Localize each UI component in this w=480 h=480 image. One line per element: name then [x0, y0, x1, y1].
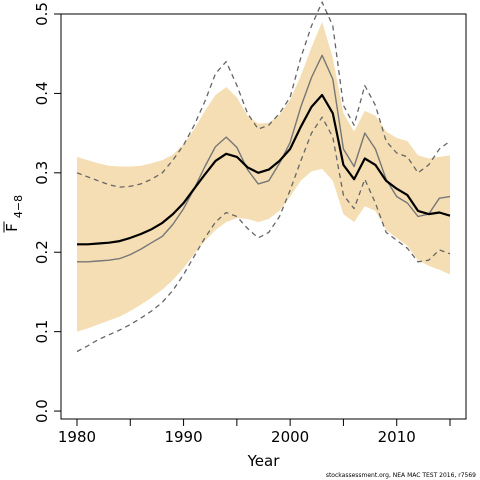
y-tick-label: 0.1 [33, 320, 51, 344]
y-axis-title-main: F [3, 223, 21, 232]
y-axis-title: F 4−8 [3, 195, 25, 233]
footer-credit: stockassessment.org, NEA MAC TEST 2016, … [326, 472, 476, 479]
y-tick-label: 0.3 [33, 161, 51, 185]
y-tick-label: 0.0 [33, 399, 51, 423]
x-tick-label: 1980 [58, 428, 96, 446]
y-tick-label: 0.4 [33, 81, 51, 105]
x-axis-title: Year [247, 452, 281, 470]
x-tick-label: 1990 [164, 428, 202, 446]
dashed-upper-line [76, 1, 451, 188]
confidence-band-layer [77, 21, 450, 332]
y-tick-label: 0.5 [33, 2, 51, 26]
confidence-band [77, 21, 450, 332]
plot-frame [60, 13, 467, 420]
x-axis: 1980 1990 2000 2010 [58, 419, 451, 446]
y-axis-title-subscript: 4−8 [12, 195, 25, 218]
y-axis: 0.0 0.1 0.2 0.3 0.4 0.5 [33, 2, 61, 423]
x-tick-label: 2000 [271, 428, 309, 446]
y-tick-label: 0.2 [33, 240, 51, 264]
estimate-line [77, 93, 451, 246]
x-tick-label: 2010 [378, 428, 416, 446]
series-layer [76, 1, 451, 353]
dashed-lower-line [76, 116, 451, 353]
